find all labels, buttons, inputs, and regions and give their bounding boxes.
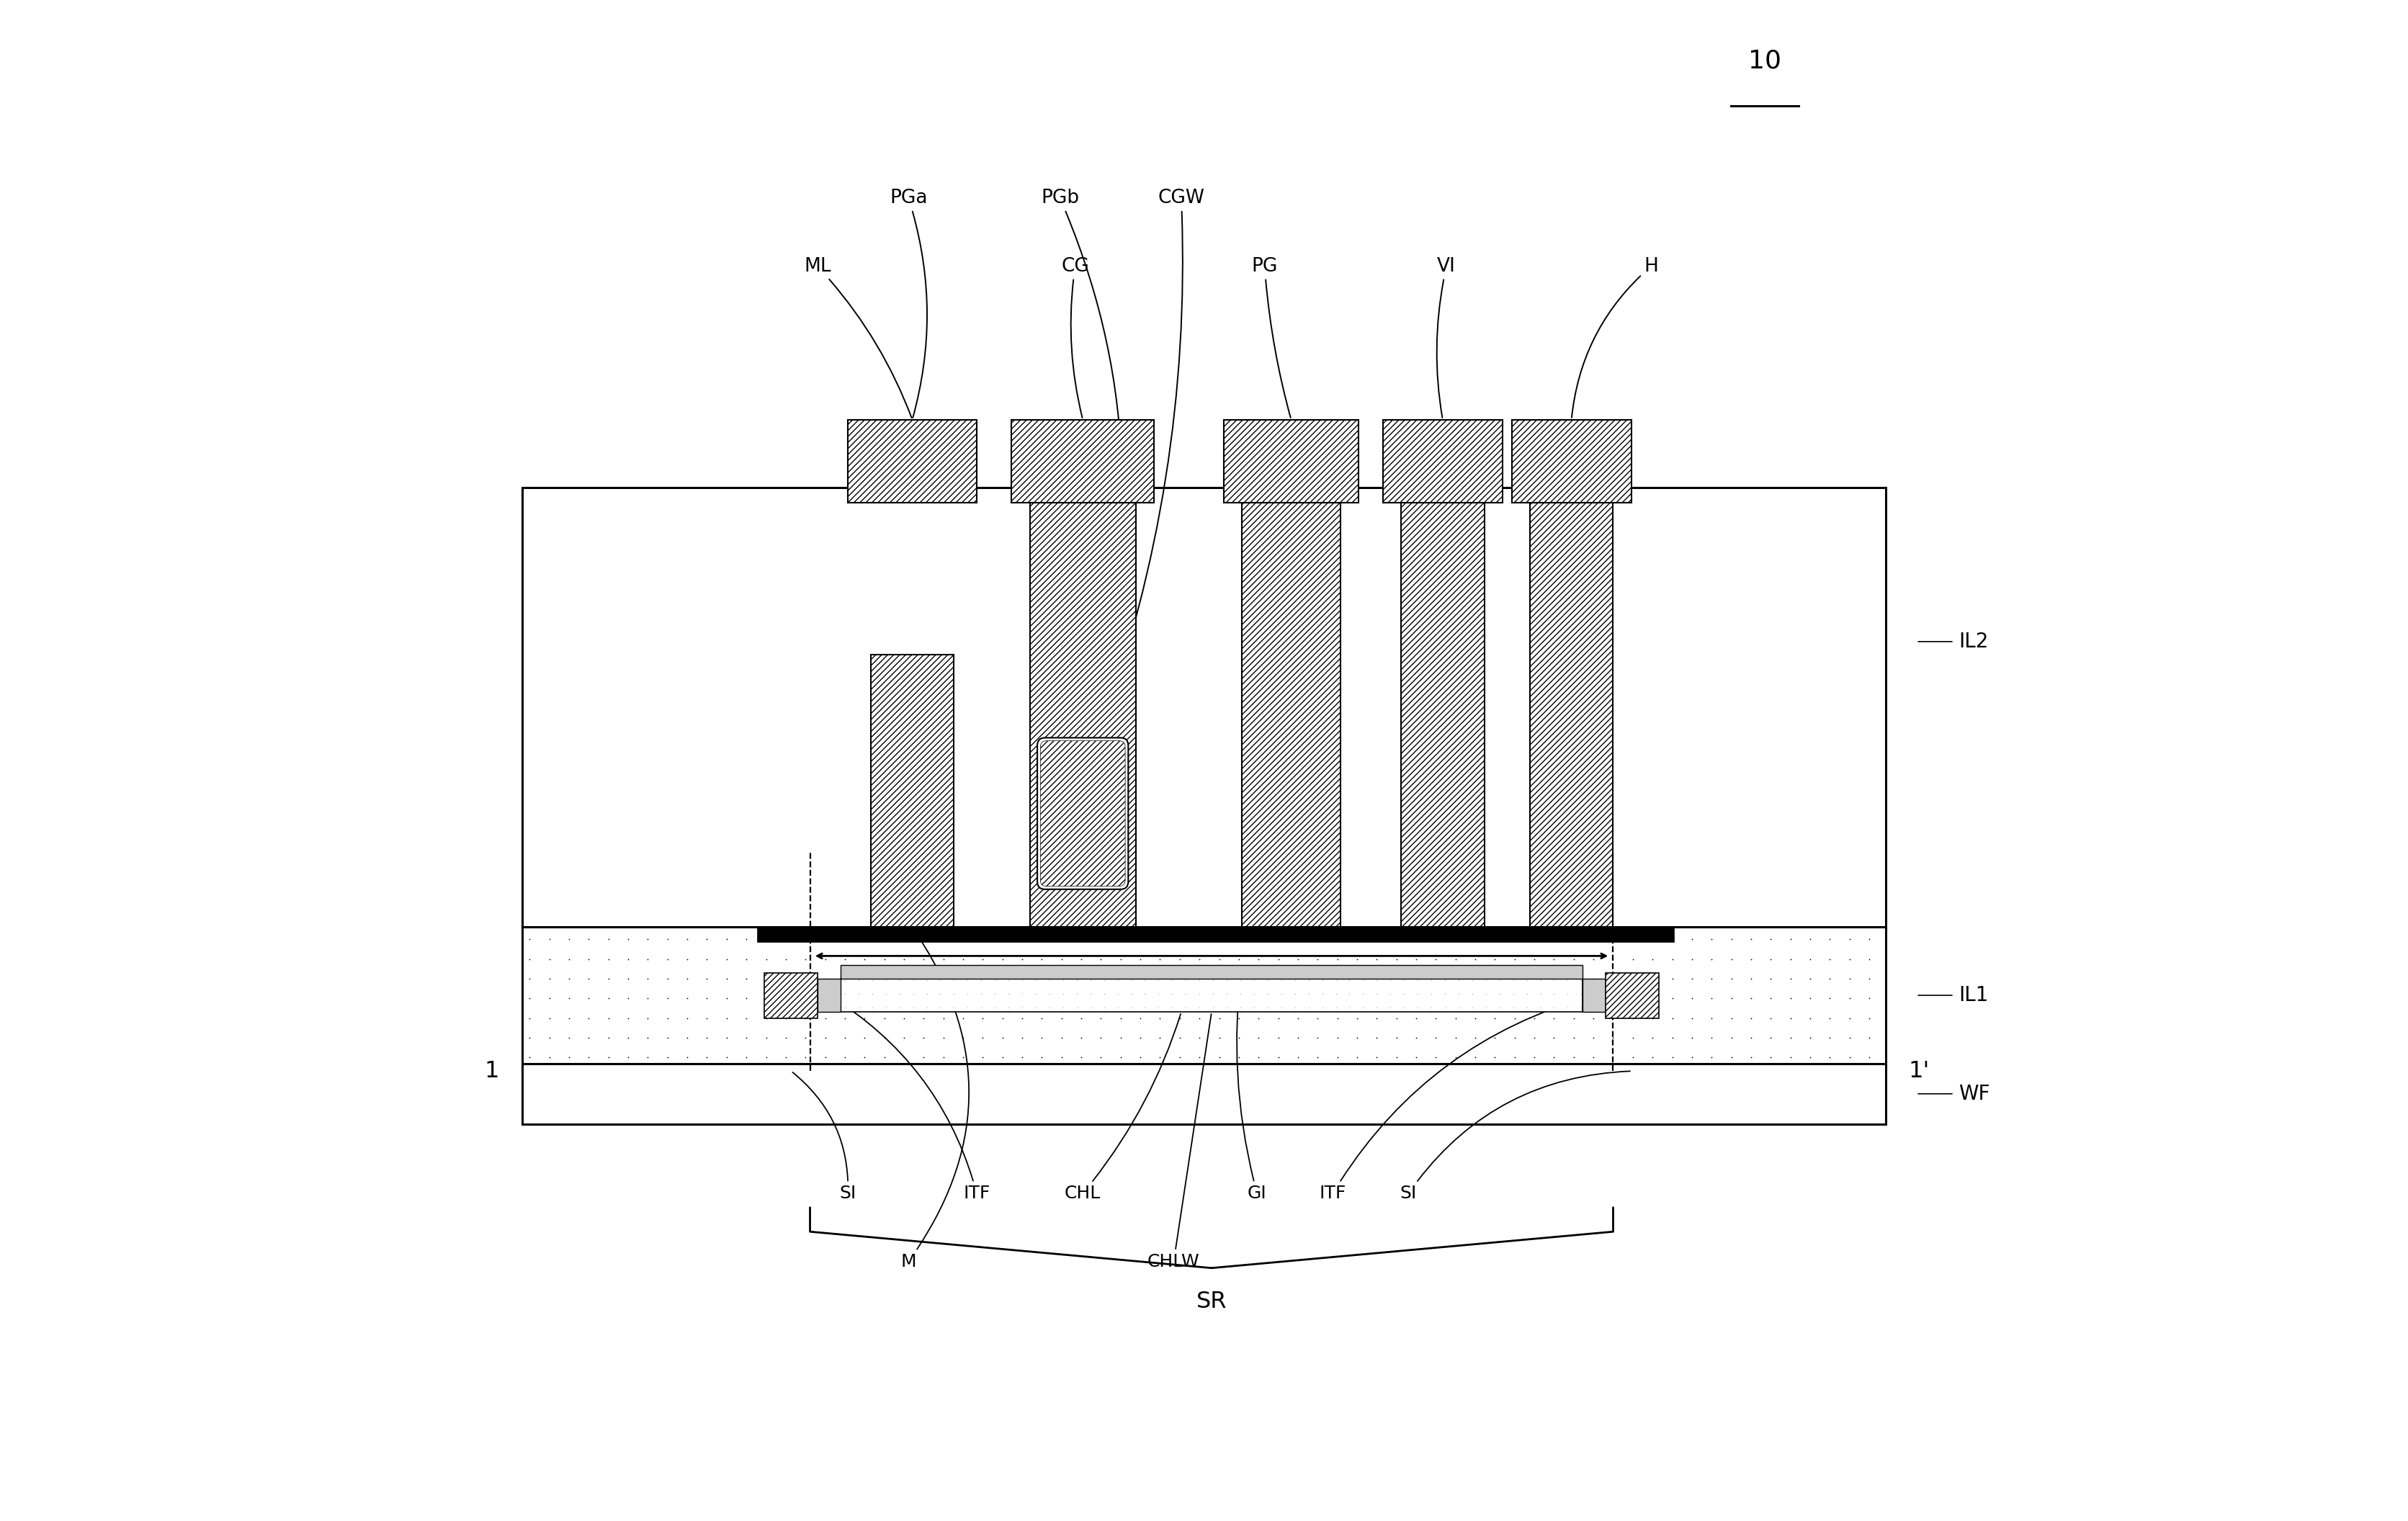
Text: ITF: ITF	[1320, 996, 1592, 1202]
Text: GI: GI	[1238, 967, 1267, 1202]
Text: CHL: CHL	[1064, 1015, 1180, 1202]
Bar	[1382, 420, 1503, 503]
Text: IL1: IL1	[1958, 986, 1989, 1005]
Bar	[766, 972, 819, 1018]
Bar	[1582, 978, 1606, 1011]
Text: VI: VI	[1438, 257, 1457, 418]
Text: SI: SI	[1399, 1071, 1630, 1202]
Bar	[1011, 420, 1153, 503]
Text: 1: 1	[484, 1060, 498, 1083]
Bar	[819, 978, 840, 1011]
Text: H: H	[1572, 257, 1659, 418]
Text: SR: SR	[1197, 1291, 1228, 1313]
Bar	[1401, 503, 1483, 928]
Bar	[840, 978, 1582, 1011]
Text: ITF: ITF	[831, 996, 990, 1202]
Bar	[872, 654, 954, 928]
Text: CGW: CGW	[1098, 189, 1204, 736]
Text: ML: ML	[804, 257, 913, 418]
Bar	[1243, 503, 1341, 928]
Bar	[840, 964, 1582, 978]
Bar	[523, 1063, 1885, 1124]
Bar	[1529, 503, 1613, 928]
Text: SI: SI	[792, 1072, 857, 1202]
Text: PGb: PGb	[1040, 189, 1122, 736]
Text: CHLW: CHLW	[1149, 1015, 1211, 1270]
FancyBboxPatch shape	[1038, 738, 1129, 890]
Text: PG: PG	[1252, 257, 1291, 418]
Bar	[1512, 420, 1630, 503]
Bar	[1223, 420, 1358, 503]
Text: PGa: PGa	[889, 189, 927, 418]
Bar	[523, 928, 1885, 1063]
FancyBboxPatch shape	[1040, 741, 1125, 887]
Bar	[1606, 972, 1659, 1018]
Text: 10: 10	[1748, 49, 1782, 73]
Text: CG: CG	[1062, 257, 1088, 418]
Bar	[756, 928, 1674, 943]
Bar	[848, 420, 978, 503]
Text: M: M	[901, 929, 968, 1270]
Text: IL2: IL2	[1958, 631, 1989, 651]
Text: 1': 1'	[1910, 1060, 1929, 1083]
Bar	[523, 488, 1885, 928]
Bar	[1031, 503, 1137, 928]
Text: WF: WF	[1958, 1084, 1989, 1104]
